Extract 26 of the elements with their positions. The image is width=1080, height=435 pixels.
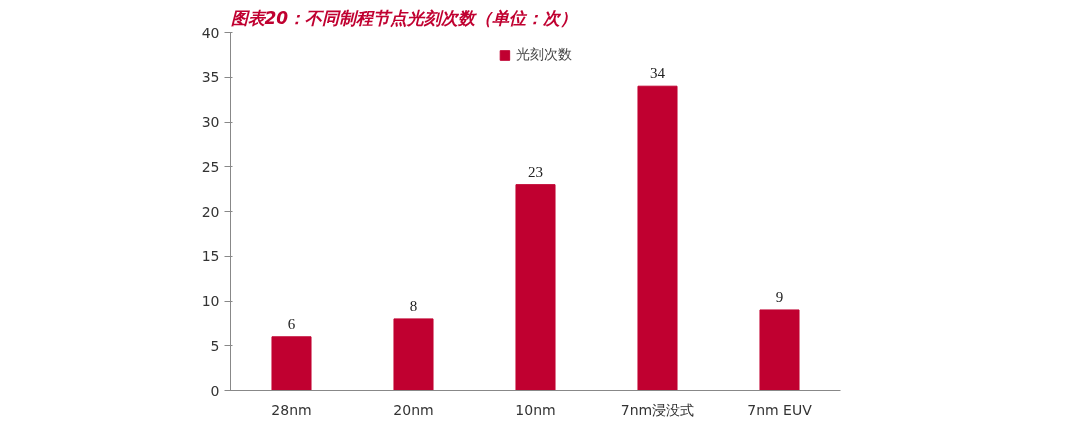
data-label: 6 — [287, 315, 296, 332]
y-tick-label: 35 — [201, 69, 220, 86]
bar — [271, 336, 312, 391]
y-tick-label: 5 — [210, 337, 220, 354]
x-tick-label: 7nm浸没式 — [620, 401, 695, 418]
data-label: 34 — [650, 65, 666, 82]
data-label: 23 — [528, 163, 543, 180]
bar — [515, 184, 556, 391]
y-tick-label: 10 — [201, 293, 220, 309]
bar — [759, 309, 800, 391]
y-tick-label: 20 — [201, 203, 220, 220]
y-tick-label: 40 — [201, 24, 220, 41]
x-tick-label: 28nm — [271, 401, 312, 418]
x-tick-label: 10nm — [515, 401, 556, 418]
y-tick-label: 15 — [201, 248, 220, 265]
bar — [393, 318, 434, 391]
legend-label: 光刻次数 — [515, 46, 572, 64]
x-tick-label: 7nm EUV — [747, 401, 813, 418]
x-tick-label: 20nm — [393, 401, 434, 418]
chart-title: 图表20：不同制程节点光刻次数（单位：次） — [230, 7, 578, 28]
y-tick-label: 30 — [201, 114, 220, 130]
y-tick-label: 0 — [210, 382, 220, 399]
bar — [637, 85, 678, 391]
y-tick-label: 25 — [201, 158, 220, 175]
data-label: 8 — [409, 297, 418, 314]
data-label: 9 — [775, 288, 784, 305]
